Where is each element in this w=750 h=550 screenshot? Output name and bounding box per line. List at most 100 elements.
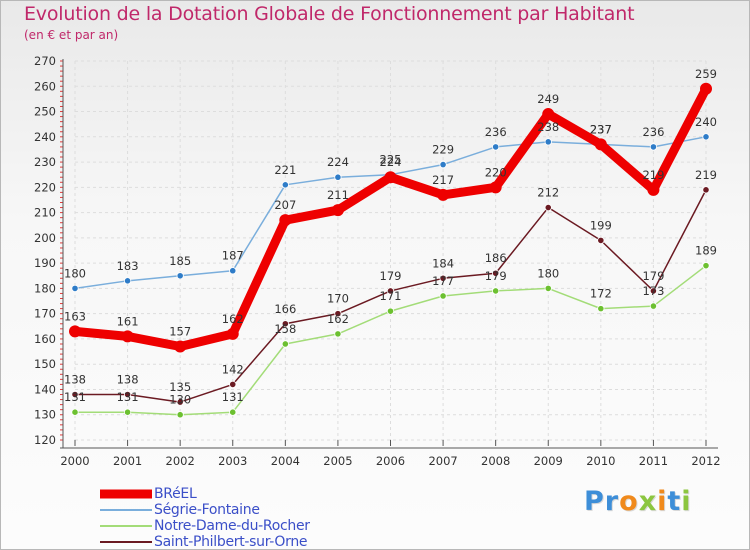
data-point [649,287,658,295]
data-label: 189 [695,244,717,258]
axes: 120 130 140 150 160 170 180 190 200 210 220 230 240 2… [34,54,721,468]
logo-letter: i [657,486,668,517]
data-point [176,398,184,406]
x-tick-label: 2010 [586,454,615,468]
data-label: 184 [432,256,454,270]
data-label: 171 [380,289,402,303]
y-tick-label: 190 [34,256,56,270]
y-tick-label: 230 [34,155,56,169]
x-tick-label: 2002 [166,454,195,468]
data-point [229,267,237,275]
data-point [702,133,710,141]
y-tick-label: 160 [34,332,56,346]
y-tick-label: 200 [34,231,56,245]
data-label: 238 [537,120,559,134]
data-point [386,287,395,295]
data-point [176,272,184,280]
data-point [542,108,555,121]
x-tick-label: 2001 [113,454,142,468]
data-label: 158 [274,322,296,336]
data-point [597,305,605,313]
data-label: 212 [537,186,559,200]
data-label: 217 [432,173,454,187]
data-label: 166 [274,302,296,316]
data-point [334,173,342,181]
data-point [597,236,605,244]
x-tick-label: 2006 [376,454,405,468]
data-label: 173 [642,284,664,298]
x-tick-label: 2005 [323,454,352,468]
data-point [229,408,237,416]
data-label: 220 [485,165,507,179]
series-lines [69,82,712,419]
data-label: 185 [169,254,191,268]
x-tick-label: 2012 [691,454,720,468]
data-label: 170 [327,292,349,306]
data-label: 224 [380,155,402,169]
y-tick-label: 270 [34,54,56,68]
y-tick-label: 140 [34,382,56,396]
data-label: 237 [590,122,612,136]
legend-swatch [100,489,152,499]
data-label: 162 [327,312,349,326]
x-tick-label: 2004 [271,454,300,468]
data-label: 180 [537,266,559,280]
data-label: 249 [537,92,559,106]
x-tick-label: 2011 [639,454,668,468]
data-label: 138 [64,373,86,387]
data-label: 224 [327,155,349,169]
data-point [279,214,292,227]
data-point [331,204,344,217]
data-point [71,408,79,416]
y-tick-label: 180 [34,281,56,295]
data-point [492,287,500,295]
logo-letter: r [604,486,620,517]
data-label: 135 [169,380,191,394]
data-point [492,143,500,151]
data-point [649,302,658,310]
data-label: 162 [222,312,244,326]
data-label: 240 [695,115,717,129]
data-label: 163 [64,309,86,323]
chart-title: Evolution de la Dotation Globale de Fonc… [24,3,635,25]
data-point [384,171,397,184]
data-label: 179 [380,269,402,283]
data-point [281,340,289,348]
data-label: 236 [642,125,664,139]
data-label: 131 [222,390,244,404]
data-label: 130 [169,393,191,407]
data-label: 186 [485,251,507,265]
x-tick-label: 2009 [534,454,563,468]
logo-letter: x [638,486,658,517]
series-notre-dame-du-rocher [71,262,710,419]
data-point [71,284,79,292]
logo-letter: i [681,486,692,517]
data-point [121,330,134,343]
data-label: 157 [169,325,191,339]
legend-swatch [100,541,152,543]
data-point [439,160,447,169]
data-point [649,143,658,151]
data-point [594,138,607,151]
y-tick-label: 130 [34,408,56,422]
data-label: 172 [590,287,612,301]
data-label: 229 [432,143,454,157]
data-point [702,186,710,194]
data-point [69,325,81,338]
data-point [647,183,660,196]
legend-swatch [100,509,152,511]
data-label: 179 [485,269,507,283]
data-label: 199 [590,218,612,232]
data-point [544,284,552,292]
logo-letter: t [667,486,682,517]
data-point [123,277,132,285]
y-tick-label: 250 [34,105,56,119]
legend-label: BRéEL [154,486,197,502]
data-label: 207 [274,198,296,212]
data-point [281,181,289,189]
data-label: 138 [117,373,139,387]
data-label: 236 [485,125,507,139]
legend-label: Saint-Philbert-sur-Orne [154,534,308,550]
data-point [123,408,132,416]
